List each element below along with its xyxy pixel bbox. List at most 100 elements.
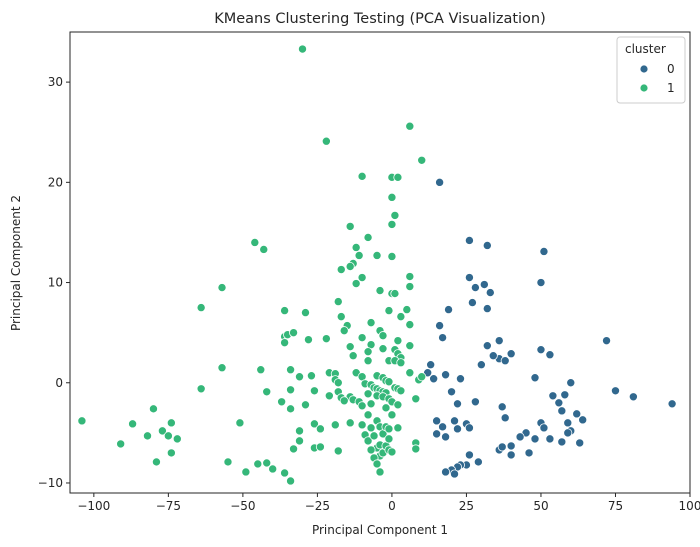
scatter-point-cluster-1: [351, 242, 361, 252]
scatter-point-cluster-1: [357, 171, 367, 181]
scatter-point-cluster-0: [447, 387, 457, 397]
scatter-point-cluster-1: [387, 251, 397, 261]
scatter-point-cluster-1: [142, 431, 152, 441]
scatter-point-cluster-0: [441, 432, 451, 442]
x-tick-label: −75: [156, 499, 181, 513]
scatter-point-cluster-1: [217, 283, 227, 293]
scatter-point-cluster-1: [396, 386, 406, 396]
scatter-point-cluster-1: [375, 467, 385, 477]
scatter-point-cluster-1: [393, 172, 403, 182]
scatter-point-cluster-0: [610, 386, 620, 396]
x-tick-label: −100: [77, 499, 110, 513]
scatter-point-cluster-1: [366, 399, 376, 409]
scatter-point-cluster-1: [387, 447, 397, 457]
scatter-point-cluster-1: [387, 192, 397, 202]
scatter-point-cluster-1: [166, 448, 176, 458]
scatter-point-cluster-1: [363, 347, 373, 357]
scatter-point-cluster-1: [339, 396, 349, 406]
scatter-point-cluster-1: [280, 306, 290, 316]
scatter-point-cluster-0: [506, 450, 516, 460]
scatter-point-cluster-1: [128, 419, 138, 429]
scatter-point-cluster-1: [396, 358, 406, 368]
scatter-point-cluster-1: [387, 410, 397, 420]
scatter-point-cluster-1: [268, 464, 278, 474]
scatter-point-cluster-1: [300, 308, 310, 318]
scatter-point-cluster-1: [417, 372, 427, 382]
scatter-point-cluster-0: [572, 409, 582, 419]
scatter-point-cluster-1: [280, 468, 290, 478]
scatter-point-cluster-1: [295, 436, 305, 446]
x-tick-label: 25: [459, 499, 474, 513]
scatter-point-cluster-1: [384, 434, 394, 444]
y-tick-label: 0: [55, 376, 63, 390]
legend-label-cluster-0: 0: [667, 62, 675, 76]
scatter-point-cluster-1: [390, 289, 400, 299]
scatter-point-cluster-1: [345, 262, 355, 272]
scatter-point-cluster-1: [286, 385, 296, 395]
scatter-point-cluster-1: [405, 341, 415, 351]
scatter-point-cluster-1: [345, 342, 355, 352]
scatter-point-cluster-0: [602, 336, 612, 346]
scatter-point-cluster-1: [366, 318, 376, 328]
legend-title: cluster: [625, 42, 666, 56]
scatter-point-cluster-0: [482, 304, 492, 314]
scatter-point-cluster-0: [524, 448, 534, 458]
scatter-point-cluster-1: [393, 400, 403, 410]
scatter-point-cluster-1: [357, 273, 367, 283]
scatter-point-cluster-1: [196, 303, 206, 313]
scatter-point-cluster-1: [384, 424, 394, 434]
scatter-point-cluster-1: [303, 335, 313, 345]
scatter-point-cluster-1: [354, 250, 364, 260]
scatter-point-cluster-1: [366, 423, 376, 433]
x-tick-label: −25: [305, 499, 330, 513]
scatter-point-cluster-1: [148, 404, 158, 414]
scatter-point-cluster-0: [432, 416, 442, 426]
scatter-point-cluster-0: [628, 392, 638, 402]
scatter-point-cluster-1: [411, 444, 421, 454]
scatter-point-cluster-0: [530, 434, 540, 444]
scatter-point-cluster-1: [363, 389, 373, 399]
scatter-point-cluster-1: [330, 420, 340, 430]
scatter-point-cluster-0: [563, 418, 573, 428]
scatter-point-cluster-1: [378, 344, 388, 354]
scatter-point-cluster-1: [417, 155, 427, 165]
scatter-point-cluster-0: [476, 360, 486, 370]
scatter-point-cluster-0: [536, 278, 546, 288]
scatter-point-cluster-1: [411, 394, 421, 404]
x-tick-label: 100: [679, 499, 700, 513]
scatter-point-cluster-1: [393, 423, 403, 433]
scatter-point-cluster-0: [506, 349, 516, 359]
scatter-point-cluster-1: [196, 384, 206, 394]
scatter-point-cluster-0: [479, 280, 489, 290]
scatter-point-cluster-1: [262, 387, 272, 397]
scatter-point-cluster-0: [438, 333, 448, 343]
scatter-point-cluster-1: [375, 286, 385, 296]
scatter-point-cluster-1: [241, 467, 251, 477]
scatter-point-cluster-1: [163, 431, 173, 441]
scatter-point-cluster-1: [250, 237, 260, 247]
scatter-point-cluster-1: [363, 232, 373, 242]
scatter-point-cluster-1: [333, 297, 343, 307]
scatter-point-cluster-1: [286, 476, 296, 486]
y-axis-label: Principal Component 2: [9, 195, 23, 331]
scatter-point-cluster-1: [116, 439, 126, 449]
scatter-point-cluster-1: [277, 397, 287, 407]
legend-marker-cluster-1: [639, 83, 649, 93]
scatter-point-cluster-1: [357, 401, 367, 411]
x-tick-label: 50: [533, 499, 548, 513]
scatter-point-cluster-1: [297, 44, 307, 54]
scatter-point-cluster-1: [396, 312, 406, 322]
scatter-point-cluster-0: [441, 467, 451, 477]
scatter-point-cluster-0: [464, 235, 474, 245]
scatter-point-cluster-0: [464, 273, 474, 283]
scatter-point-cluster-0: [429, 374, 439, 384]
scatter-point-cluster-1: [295, 372, 305, 382]
scatter-point-cluster-0: [473, 457, 483, 467]
scatter-point-cluster-1: [324, 391, 334, 401]
scatter-point-cluster-1: [315, 442, 325, 452]
x-tick-label: 75: [608, 499, 623, 513]
legend-label-cluster-1: 1: [667, 81, 675, 95]
x-axis-label: Principal Component 1: [312, 523, 448, 537]
scatter-point-cluster-1: [151, 457, 161, 467]
